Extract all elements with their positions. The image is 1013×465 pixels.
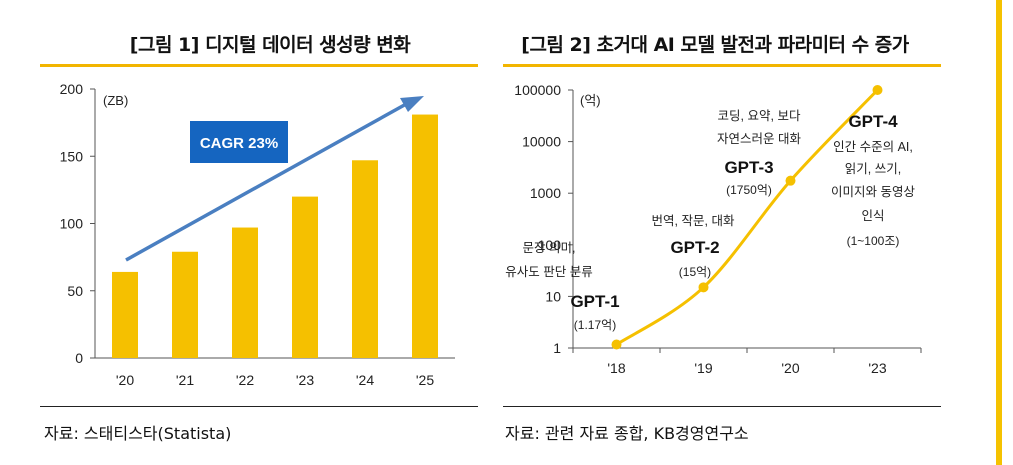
x-tick-label: '19 [694,360,712,376]
annotation-model: GPT-1 [570,292,619,311]
y-tick-label: 10000 [522,134,561,150]
panel2-top-rule [503,64,941,67]
annotation-desc: 읽기, 쓰기, [845,162,901,176]
annotation-params: (1~100조) [847,234,900,248]
panel1-title: [그림 1] 디지털 데이터 생성량 변화 [129,34,411,56]
y-tick-label: 1 [553,340,561,356]
panel1-top-rule [40,64,478,67]
x-tick-label: '25 [416,372,434,388]
bar [232,227,258,358]
annotation-desc: 자연스러운 대화 [717,132,801,146]
bar [172,251,198,358]
x-tick-label: '20 [116,372,134,388]
data-point [698,282,709,293]
cagr-box [190,121,288,163]
annotation-desc: 번역, 작문, 대화 [652,214,735,228]
x-tick-label: '18 [607,360,625,376]
x-tick-label: '23 [296,372,314,388]
bar [412,114,438,359]
annotation-desc: 인간 수준의 AI, [833,140,913,154]
cagr-label: CAGR 23% [200,135,278,152]
y-tick-label: 100 [538,237,562,253]
y-tick-label: 100 [60,216,84,232]
panel1-bottom-rule [40,406,478,407]
panel2-source: 자료: 관련 자료 종합, KB경영연구소 [505,424,749,443]
annotation-model: GPT-2 [670,238,719,257]
data-point [611,339,622,350]
y-tick-label: 1000 [530,185,561,201]
annotation-desc: 코딩, 요약, 보다 [718,108,801,123]
annotation-desc: 이미지와 동영상 [831,185,915,199]
y-tick-label: 100000 [514,82,561,98]
panel2-bottom-rule [503,406,941,407]
x-tick-label: '22 [236,372,254,388]
x-tick-label: '21 [176,372,194,388]
panel1-source: 자료: 스태티스타(Statista) [44,424,232,443]
annotation-model: GPT-3 [724,158,773,177]
y-tick-label: 50 [67,283,83,299]
bar [112,271,138,358]
y-unit-label: (ZB) [103,93,128,108]
annotation-desc: 인식 [861,209,884,223]
growth-arrow-head [400,96,424,112]
bar-chart: 0 50 100 150 200 (ZB) '20 '21 '22 '23 '24 '25 CAGR 2… [60,81,455,388]
y-tick-label: 0 [75,350,83,366]
annotation-params: (1750억) [726,183,772,197]
annotation-model: GPT-4 [848,112,898,131]
x-tick-label: '23 [868,360,886,376]
growth-arrow [125,101,409,262]
line-chart: 1 10 100 1000 10000 100000 (억) '18 '19 '20 '23 문장 의… [505,82,922,376]
data-point [872,85,883,95]
x-tick-label: '20 [781,360,799,376]
annotation-params: (15억) [679,265,711,279]
data-point [785,175,796,186]
y-tick-label: 200 [60,81,84,97]
bar [292,196,318,358]
accent-stripe [996,0,1002,465]
annotation-params: (1.17억) [574,318,616,332]
panel2-title: [그림 2] 초거대 AI 모델 발전과 파라미터 수 증가 [521,34,909,56]
annotation-desc: 유사도 판단 분류 [505,265,592,279]
annotation-desc: 문장 의미, [523,241,576,255]
y-tick-label: 10 [545,288,561,304]
y-unit-label: (억) [580,93,601,108]
x-tick-label: '24 [356,372,374,388]
bar [352,160,378,358]
series-line [615,88,879,346]
y-tick-label: 150 [60,148,84,164]
